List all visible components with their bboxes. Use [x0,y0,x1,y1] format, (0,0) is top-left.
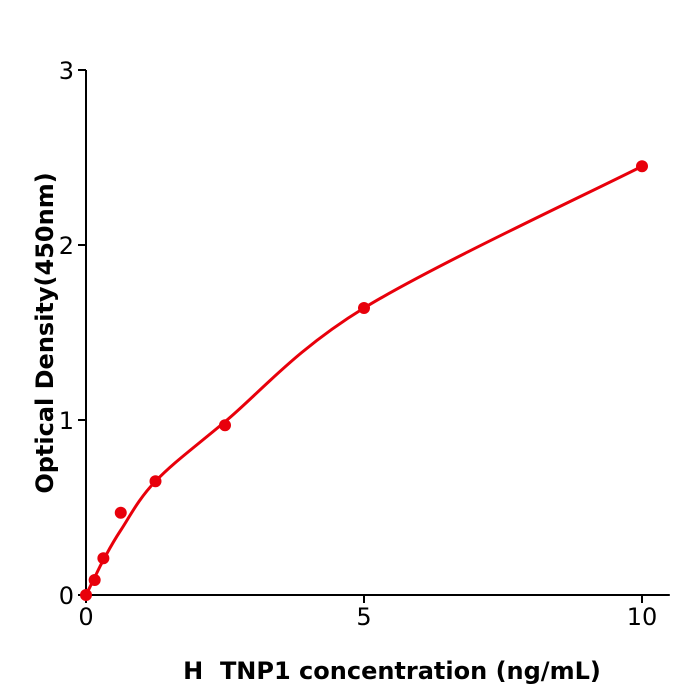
data-point [88,573,101,586]
y-tick-label: 1 [59,407,74,435]
data-point [149,475,162,488]
y-tick-label: 2 [59,232,74,260]
data-points [80,160,648,601]
data-point [219,419,231,432]
data-point [80,589,92,601]
y-axis-label: Optical Density(450nm) [31,172,59,493]
y-tick-label: 3 [59,57,74,85]
fit-curve [84,164,643,596]
data-point [97,552,110,565]
x-axis-label: H TNP1 concentration (ng/mL) [183,657,601,685]
data-point [114,506,127,519]
x-tick-label: 10 [627,603,658,631]
axes: 0 5 10 0 1 2 3 [59,57,670,631]
data-point [636,160,648,173]
x-tick-label: 5 [356,603,371,631]
y-tick-label: 0 [59,582,74,610]
data-point [358,302,370,314]
x-tick-label: 0 [78,603,93,631]
